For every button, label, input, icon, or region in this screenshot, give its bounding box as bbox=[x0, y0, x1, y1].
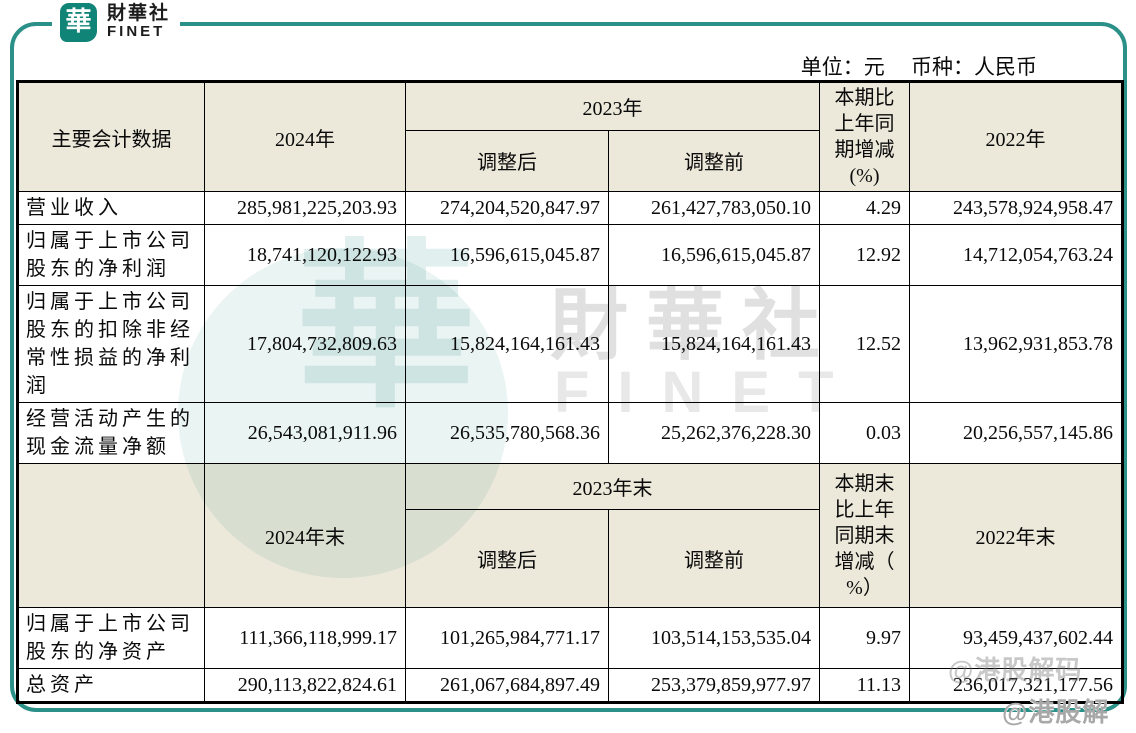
header-2023-end: 2023年末 bbox=[405, 463, 820, 510]
brand-name-cn: 財華社 bbox=[107, 3, 171, 25]
unit-currency-label: 单位：元 币种：人民币 bbox=[800, 55, 1037, 79]
header-metrics-empty bbox=[17, 463, 205, 608]
cell-change: 4.29 bbox=[819, 191, 910, 225]
table1-header-row-top: 主要会计数据 2024年 2023年 本期比 上年同 期增减 (%) 2022年 bbox=[17, 81, 1123, 192]
header-adjusted-before: 调整前 bbox=[608, 129, 820, 193]
header-change-pct: 本期比 上年同 期增减 (%) bbox=[819, 81, 910, 192]
table2-header-row-sub: 调整后 调整前 bbox=[18, 509, 1123, 608]
row-label: 总资产 bbox=[17, 668, 205, 703]
cell-2023-after: 101,265,984,771.17 bbox=[405, 607, 609, 669]
cell-2023-before: 103,514,153,535.04 bbox=[608, 607, 820, 669]
cell-2022: 13,962,931,853.78 bbox=[909, 285, 1123, 403]
cell-2024: 17,804,732,809.63 bbox=[204, 285, 406, 403]
header-change-end-pct: 本期末 比上年 同期末 增减（ %） bbox=[819, 463, 910, 608]
cell-change: 12.92 bbox=[819, 224, 910, 286]
cell-2023-after: 16,596,615,045.87 bbox=[405, 224, 609, 286]
table2-header-row-top: 2024年末 2023年末 本期末 比上年 同期末 增减（ %） 2022年末 bbox=[17, 463, 1123, 608]
brand-names: 財華社 FINET bbox=[107, 4, 170, 40]
cell-2024: 290,113,822,824.61 bbox=[204, 668, 406, 703]
cell-2023-before: 261,427,783,050.10 bbox=[608, 191, 820, 225]
financial-data-table: 主要会计数据 2024年 2023年 本期比 上年同 期增减 (%) 2022年… bbox=[16, 80, 1124, 704]
table-row: 经营活动产生的 现金流量净额 26,543,081,911.96 26,535,… bbox=[17, 402, 1123, 464]
cell-2024: 111,366,118,999.17 bbox=[204, 607, 406, 669]
table-row: 营业收入 285,981,225,203.93 274,204,520,847.… bbox=[17, 191, 1123, 225]
cell-change: 9.97 bbox=[819, 607, 910, 669]
row-label: 归属于上市公司 股东的净利润 bbox=[17, 224, 205, 286]
header-2023: 2023年 bbox=[405, 81, 820, 131]
cell-2023-after: 15,824,164,161.43 bbox=[405, 285, 609, 403]
finet-logo-icon: 華 bbox=[60, 2, 97, 42]
cell-2024: 18,741,120,122.93 bbox=[204, 224, 406, 286]
header-2022: 2022年 bbox=[909, 81, 1123, 192]
cell-2024: 26,543,081,911.96 bbox=[204, 402, 406, 464]
cell-2023-after: 26,535,780,568.36 bbox=[405, 402, 609, 464]
cell-2022: 243,578,924,958.47 bbox=[909, 191, 1123, 225]
cell-2023-before: 16,596,615,045.87 bbox=[608, 224, 820, 286]
header-2022-end: 2022年末 bbox=[909, 463, 1123, 608]
cell-2022: 236,017,321,177.56 bbox=[909, 668, 1123, 703]
cell-2023-after: 261,067,684,897.49 bbox=[405, 668, 609, 703]
header-metrics: 主要会计数据 bbox=[17, 81, 205, 192]
table-row: 总资产 290,113,822,824.61 261,067,684,897.4… bbox=[17, 668, 1123, 703]
cell-2023-before: 15,824,164,161.43 bbox=[608, 285, 820, 403]
table1-header-row-sub: 调整后 调整前 bbox=[18, 129, 1123, 193]
cell-2023-before: 25,262,376,228.30 bbox=[608, 402, 820, 464]
cell-2022: 93,459,437,602.44 bbox=[909, 607, 1123, 669]
cell-change: 0.03 bbox=[819, 402, 910, 464]
row-label: 经营活动产生的 现金流量净额 bbox=[17, 402, 205, 464]
header-adjusted-after: 调整后 bbox=[405, 509, 609, 608]
header-adjusted-before: 调整前 bbox=[608, 509, 820, 608]
header-2024-end: 2024年末 bbox=[204, 463, 406, 608]
table-row: 归属于上市公司 股东的扣除非经 常性损益的净利 润 17,804,732,809… bbox=[17, 285, 1123, 403]
row-label: 归属于上市公司 股东的扣除非经 常性损益的净利 润 bbox=[17, 285, 205, 403]
cell-2023-after: 274,204,520,847.97 bbox=[405, 191, 609, 225]
header-adjusted-after: 调整后 bbox=[405, 129, 609, 193]
finet-logo-glyph: 華 bbox=[65, 7, 92, 36]
cell-2022: 14,712,054,763.24 bbox=[909, 224, 1123, 286]
cell-change: 12.52 bbox=[819, 285, 910, 403]
finet-brand-logo: 華 財華社 FINET bbox=[52, 0, 181, 44]
cell-2023-before: 253,379,859,977.97 bbox=[608, 668, 820, 703]
page-frame-border bbox=[10, 22, 1127, 712]
table-row: 归属于上市公司 股东的净利润 18,741,120,122.93 16,596,… bbox=[17, 224, 1123, 286]
cell-2022: 20,256,557,145.86 bbox=[909, 402, 1123, 464]
brand-name-en: FINET bbox=[107, 23, 166, 41]
cell-2024: 285,981,225,203.93 bbox=[204, 191, 406, 225]
row-label: 营业收入 bbox=[17, 191, 205, 225]
row-label: 归属于上市公司 股东的净资产 bbox=[17, 607, 205, 669]
header-2024: 2024年 bbox=[204, 81, 406, 192]
table-row: 归属于上市公司 股东的净资产 111,366,118,999.17 101,26… bbox=[17, 607, 1123, 669]
cell-change: 11.13 bbox=[819, 668, 910, 703]
